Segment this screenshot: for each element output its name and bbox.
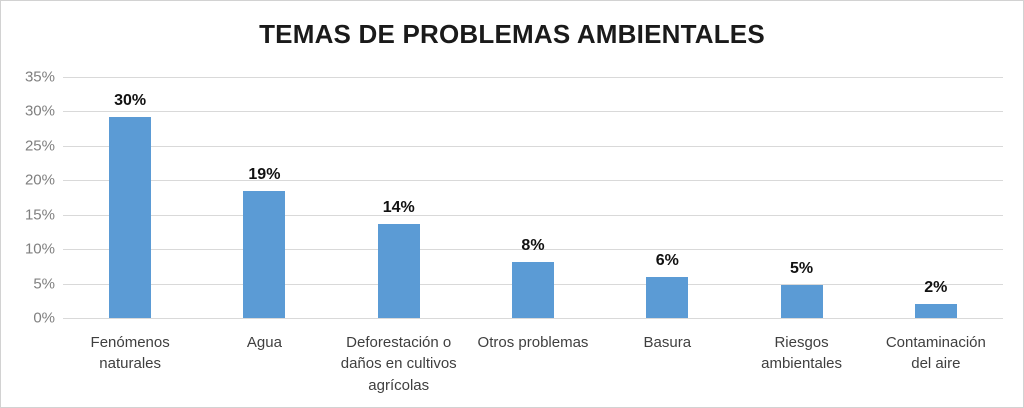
chart-title: TEMAS DE PROBLEMAS AMBIENTALES — [259, 19, 765, 49]
category-label: Fenómenos naturales — [90, 334, 170, 373]
category-slot: 5% Riesgos ambientales — [734, 77, 868, 372]
gridline — [63, 249, 1003, 251]
category-slot: 2% Contaminación del aire — [869, 77, 1003, 372]
y-axis-tick-label: 20% — [24, 171, 55, 189]
bar — [646, 276, 689, 318]
category-label: Riesgos ambientales — [761, 334, 842, 373]
y-axis-tick-label: 5% — [33, 275, 55, 293]
plot-area: 35% 30% 25% 20% 15% 10% 5% 0% 30% Fenómenos natur… — [25, 69, 1003, 394]
bar — [780, 284, 823, 318]
gridline — [63, 318, 1003, 319]
bar — [914, 304, 957, 318]
category-slot: 30% Fenómenos naturales — [63, 77, 197, 372]
data-label: 30% — [114, 91, 147, 109]
category-slot: 6% Basura — [600, 77, 734, 351]
data-label: 14% — [382, 198, 415, 216]
gridline — [63, 145, 1003, 147]
y-axis-tick-label: 15% — [24, 206, 55, 224]
gridline — [63, 111, 1003, 113]
category-slot: 8% Otros problemas — [466, 77, 600, 351]
data-label: 6% — [655, 251, 679, 269]
category-slot: 14% Deforestación o daños en cultivos agr… — [332, 77, 466, 394]
data-label: 5% — [790, 259, 814, 277]
y-axis-tick-label: 25% — [24, 137, 55, 155]
data-label: 8% — [521, 237, 545, 255]
bar — [243, 191, 286, 318]
data-label: 19% — [248, 166, 281, 184]
y-axis-tick-label: 0% — [33, 309, 55, 327]
category-slot: 19% Agua — [197, 77, 331, 351]
category-label: Contaminación del aire — [885, 334, 986, 373]
bar — [377, 223, 420, 318]
y-axis-tick-label: 30% — [24, 102, 55, 120]
y-axis-tick-label: 10% — [24, 240, 55, 258]
category-label: Basura — [643, 334, 692, 351]
bar — [109, 116, 152, 318]
category-label: Deforestación o daños en cultivos agríco… — [340, 334, 457, 394]
bar — [511, 262, 554, 318]
y-axis-tick-label: 35% — [24, 68, 55, 86]
category-label: Otros problemas — [477, 334, 589, 351]
gridline — [63, 214, 1003, 216]
category-label: Agua — [246, 334, 282, 351]
data-label: 2% — [924, 279, 948, 297]
gridline — [63, 77, 1003, 78]
gridline — [63, 180, 1003, 182]
